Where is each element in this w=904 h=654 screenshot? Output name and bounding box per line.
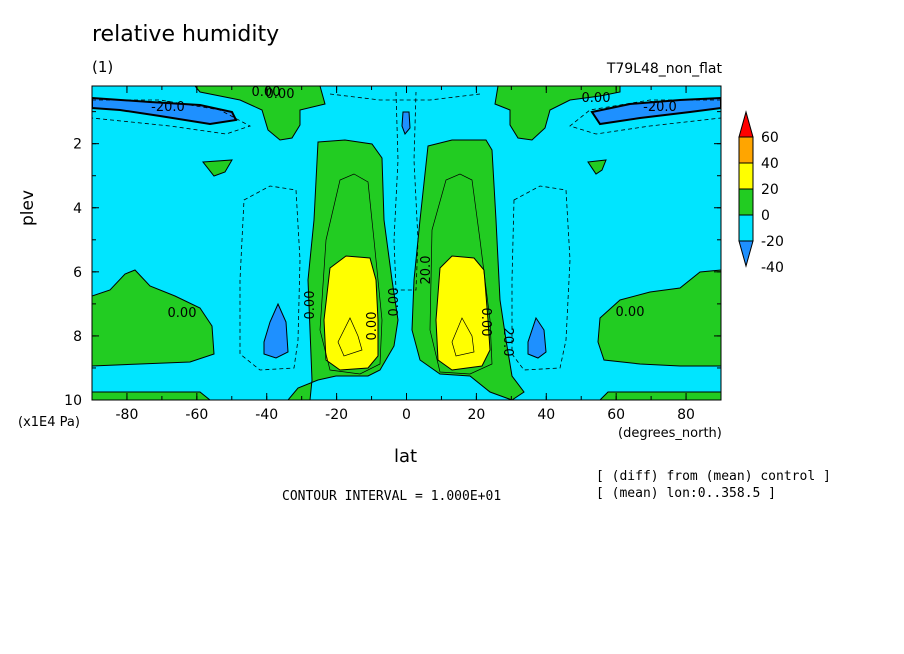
contour-label: 0.00 [252,85,281,100]
region-right-negative-spot [527,316,547,359]
mean-note: [ (mean) lon:0..358.5 ] [596,486,777,501]
region-right-core [435,255,491,371]
y-tick-label: 6 [73,265,82,281]
x-axis-label: lat [394,446,418,467]
x-tick-label: -60 [185,407,208,423]
region-left-core [323,255,379,371]
region-upper-green-left [194,86,326,141]
x-tick-label: -20 [325,407,348,423]
x-axis-unit: (degrees_north) [618,426,722,441]
x-tick-label: -80 [116,407,139,423]
y-axis-unit: (x1E4 Pa) [18,415,80,430]
contour-left-20 [319,173,383,375]
colorbar-box [738,162,754,190]
colorbar-label: -40 [761,260,784,276]
y-tick-label: 2 [73,137,82,153]
colorbar-box [738,136,754,164]
colorbar-bottom-arrow [738,240,754,268]
contour-label: -20.0 [151,100,185,115]
y-tick-label: 4 [73,201,82,217]
region-upper-green-right [494,86,621,141]
y-tick-label: 8 [73,329,82,345]
region-left-negative-spot [263,302,289,359]
contour-top-dashed-right [569,99,721,135]
contour-label: 0.00 [478,308,493,337]
x-tick-label: -40 [255,407,278,423]
region-left-lobe [202,159,233,177]
contour-label: 0.00 [387,288,402,317]
region-upper-right-negative [590,96,721,126]
colorbar-box [738,188,754,216]
contour-left-inner [337,317,363,357]
colorbar: 60 40 20 0 -20 -40 [738,110,784,276]
colorbar-label: -20 [761,234,784,250]
colorbar-label: 60 [761,130,779,146]
contour-right-dashed [511,185,571,371]
region-lower-left-green [92,269,215,367]
x-tick-label: 80 [677,407,695,423]
contour-label: 0.00 [616,305,645,320]
contour-label: 20.0 [419,256,434,285]
x-axis-ticks: -80 -60 -40 -20 0 20 40 60 80 [91,86,722,423]
x-tick-label: 0 [402,407,411,423]
experiment-name: T79L48_non_flat [606,61,722,77]
diff-note: [ (diff) from (mean) control ] [596,469,831,484]
region-lower-right-green [597,269,721,367]
y-axis-ticks: 2 4 6 8 10 [64,111,721,409]
y-tick-label: 10 [64,393,82,409]
contour-top-dashed-left [92,99,252,135]
colorbar-top-arrow [738,110,754,138]
contour-label: 0.00 [266,87,295,102]
colorbar-label: 0 [761,208,770,224]
contour-label: -20.0 [643,100,677,115]
contour-interval: CONTOUR INTERVAL = 1.000E+01 [282,489,502,504]
contour-right-inner [451,317,475,357]
contour-label: 0.00 [582,91,611,106]
colorbar-box [738,214,754,242]
colorbar-label: 20 [761,182,779,198]
contour-right-20 [429,173,493,375]
x-tick-label: 20 [467,407,485,423]
x-tick-label: 60 [607,407,625,423]
contour-label: 0.00 [303,291,318,320]
contour-label: 20.0 [500,328,515,357]
contour-label: 0.00 [365,312,380,341]
region-bottom-strip [92,391,721,400]
x-tick-label: 40 [537,407,555,423]
chart-title: relative humidity [92,22,280,47]
chart-subtitle: (1) [92,58,114,76]
region-right-lobe [587,159,607,175]
region-upper-left-negative [92,96,238,126]
region-small-negative-center [401,111,411,135]
contour-label: 0.00 [168,306,197,321]
contour-left-dashed [239,185,301,371]
colorbar-label: 40 [761,156,779,172]
